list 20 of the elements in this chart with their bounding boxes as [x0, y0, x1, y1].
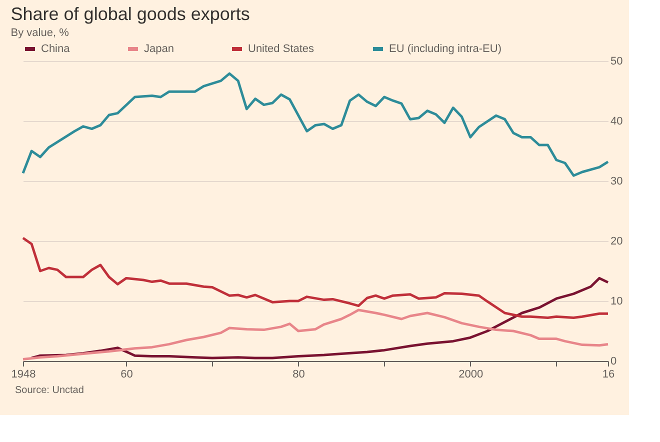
legend-label: Japan: [144, 43, 174, 55]
chart-title: Share of global goods exports: [10, 4, 250, 24]
y-tick-label: 10: [610, 296, 623, 308]
y-tick-label: 40: [610, 116, 623, 128]
x-tick-label: 60: [120, 368, 133, 380]
y-tick-label: 50: [610, 56, 623, 68]
x-tick-label: 1948: [11, 368, 36, 380]
y-tick-label: 0: [610, 356, 617, 368]
chart-subtitle: By value, %: [10, 27, 70, 39]
x-tick-label: 16: [602, 368, 615, 380]
x-tick-label: 80: [292, 368, 305, 380]
line-series: [22, 236, 610, 320]
legend-label: United States: [248, 43, 315, 55]
y-tick-label: 20: [610, 236, 623, 248]
y-tick-label: 30: [610, 176, 623, 188]
source-note: Source: Unctad: [15, 385, 84, 396]
x-tick-label: 2000: [458, 368, 484, 380]
line-series: [22, 72, 610, 177]
legend-label: EU (including intra-EU): [389, 43, 502, 55]
legend-label: China: [41, 43, 71, 55]
